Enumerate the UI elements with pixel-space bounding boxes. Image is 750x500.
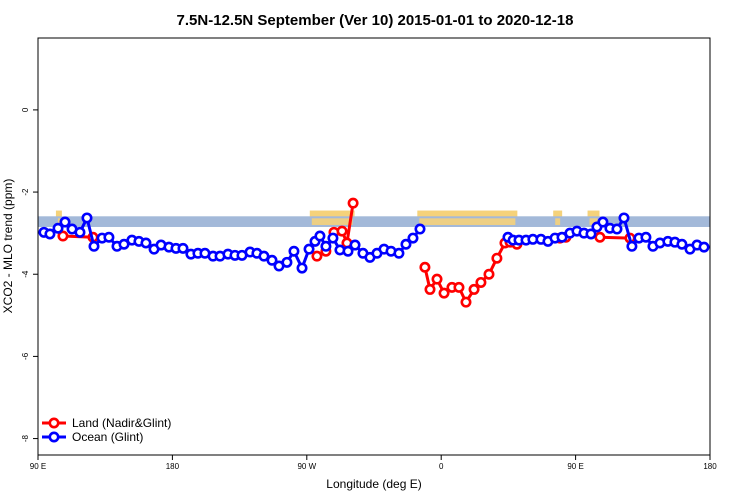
data-point	[407, 232, 419, 244]
legend-marker	[48, 431, 60, 443]
land-region-overlay	[589, 218, 598, 225]
data-point	[258, 250, 270, 262]
data-point	[336, 225, 348, 237]
x-tick-label: 90 W	[297, 462, 316, 471]
data-point	[59, 216, 71, 228]
data-point	[475, 276, 487, 288]
ocean-band	[38, 216, 710, 227]
data-point	[88, 240, 100, 252]
x-axis-label: Longitude (deg E)	[326, 477, 421, 491]
data-point	[640, 231, 652, 243]
data-point	[453, 281, 465, 293]
data-point	[424, 283, 436, 295]
data-point	[468, 283, 480, 295]
y-tick-label: -8	[21, 434, 30, 442]
data-point	[491, 252, 503, 264]
plot-frame	[37, 37, 711, 456]
data-point	[342, 245, 354, 257]
data-point	[431, 273, 443, 285]
data-point	[52, 222, 64, 234]
data-point	[314, 230, 326, 242]
data-point	[556, 231, 568, 243]
y-tick-label: 0	[21, 107, 30, 112]
y-tick-label: -2	[21, 188, 30, 196]
data-point	[57, 230, 69, 242]
data-point	[460, 296, 472, 308]
data-point	[44, 228, 56, 240]
data-point	[349, 239, 361, 251]
data-point	[177, 242, 189, 254]
data-point	[483, 268, 495, 280]
data-point	[594, 231, 606, 243]
data-point	[618, 212, 630, 224]
y-tick-label: -6	[21, 352, 30, 360]
data-point	[585, 228, 597, 240]
data-point	[140, 237, 152, 249]
data-point	[676, 238, 688, 250]
data-point	[698, 241, 710, 253]
data-point	[400, 238, 412, 250]
land-region-overlay	[57, 218, 60, 225]
y-axis-label: XCO2 - MLO trend (ppm)	[1, 179, 15, 314]
data-point	[118, 238, 130, 250]
data-point	[327, 232, 339, 244]
land-region-overlay	[555, 218, 561, 225]
data-point	[597, 216, 609, 228]
legend-label: Ocean (Glint)	[72, 430, 143, 444]
data-point	[281, 256, 293, 268]
data-point	[81, 212, 93, 224]
chart-title: 7.5N-12.5N September (Ver 10) 2015-01-01…	[177, 12, 574, 29]
legend-label: Land (Nadir&Glint)	[72, 416, 171, 430]
x-tick-label: 0	[439, 462, 444, 471]
x-tick-label: 90 E	[567, 462, 583, 471]
y-tick-label: -4	[21, 270, 30, 278]
legend-marker	[48, 417, 60, 429]
data-point	[303, 243, 315, 255]
land-region-overlay	[311, 218, 353, 225]
data-point	[347, 197, 359, 209]
data-point	[288, 245, 300, 257]
data-point	[311, 250, 323, 262]
data-point	[611, 223, 623, 235]
data-point	[320, 240, 332, 252]
data-point	[626, 240, 638, 252]
data-point	[74, 226, 86, 238]
x-tick-label: 90 E	[30, 462, 46, 471]
land-region-overlay	[419, 218, 516, 225]
x-tick-label: 180	[703, 462, 717, 471]
data-point	[419, 261, 431, 273]
data-point	[393, 247, 405, 259]
data-point	[103, 231, 115, 243]
data-point	[296, 262, 308, 274]
data-point	[414, 223, 426, 235]
x-tick-label: 180	[166, 462, 180, 471]
data-point	[266, 254, 278, 266]
data-point	[438, 287, 450, 299]
